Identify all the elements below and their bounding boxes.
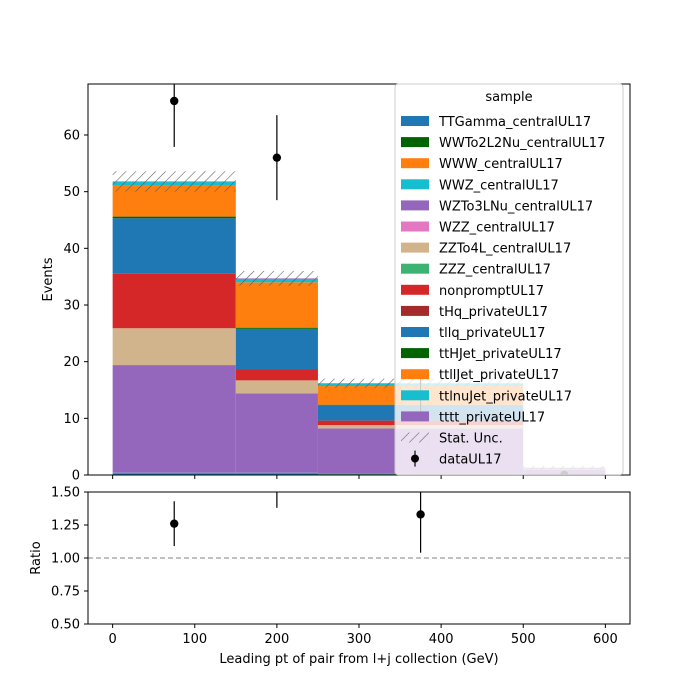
legend-label-8: nonpromptUL17 [439,284,544,299]
legend-label-5: WZZ_centralUL17 [439,221,555,236]
xtick-label-2: 200 [264,632,289,647]
bottom-ytick-label-0: 0.50 [51,618,80,633]
stack-bar-ttHJet_privateUL17-bin-0 [112,216,236,219]
legend-swatch-11 [401,348,429,359]
legend-swatch-12 [401,369,429,380]
stack-bar-tllq_privateUL17-bin-1 [235,328,318,370]
stack-bar-ttHJet_privateUL17-bin-1 [235,327,318,329]
top-ytick-label-1: 10 [63,412,80,427]
stack-bar-nonpromptUL17-bin-0 [112,273,236,329]
legend-swatch-3 [401,179,429,190]
legend-label-11: ttHJet_privateUL17 [439,347,562,362]
xtick-label-0: 0 [108,632,116,647]
bottom-ytick-label-2: 1.00 [51,552,80,567]
stack-bar-WWZ_centralUL17-bin-1 [235,472,318,474]
bottom-y-axis-label: Ratio [29,541,44,574]
legend-swatch-0 [401,116,429,126]
bottom-ytick-label-1: 0.75 [51,585,80,600]
ratio-point-0 [170,519,179,528]
bottom-ytick-label-3: 1.25 [51,519,80,534]
legend-swatch-4 [401,200,429,211]
legend-label-stat-unc: Stat. Unc. [439,432,503,447]
xtick-label-3: 300 [347,632,372,647]
ratio-panel [88,492,630,559]
stack-bar-WZTo3LNu_centralUL17-bin-0 [112,365,236,473]
legend-swatch-14 [401,411,429,422]
top-ytick-label-4: 40 [63,242,80,257]
xtick-label-6: 600 [593,632,618,647]
stack-bar-ZZTo4L_centralUL17-bin-0 [112,328,236,366]
legend-swatch-7 [401,263,429,274]
legend-swatch-10 [401,327,429,337]
axes: 0 10 20 30 40 50 60 0.50 0.75 1.00 1.25 1.50 0 100 200… [29,83,631,667]
stack-bar-ttllJet_privateUL17-bin-1 [235,282,318,328]
stack-bar-WWZ_centralUL17-bin-0 [112,472,236,474]
legend-label-13: ttlnuJet_privateUL17 [439,389,572,404]
legend-swatch-8 [401,284,429,295]
ratio-point-1 [275,492,279,493]
stack-bar-ZZTo4L_centralUL17-bin-1 [235,380,318,394]
legend-label-0: TTGamma_centralUL17 [438,115,591,130]
legend-label-data: dataUL17 [439,453,502,468]
top-y-axis-label: Events [41,257,56,301]
legend-label-7: ZZZ_centralUL17 [439,263,551,278]
xtick-label-5: 500 [511,632,536,647]
data-point-0 [170,96,179,106]
legend-box [394,83,624,476]
legend-label-9: tHq_privateUL17 [439,305,548,320]
bottom-ytick-label-4: 1.50 [51,486,80,501]
legend-swatch-1 [401,137,429,148]
xtick-label-4: 400 [429,632,454,647]
legend-swatch-13 [401,390,429,401]
x-axis-label: Leading pt of pair from l+j collection (… [219,652,498,667]
stack-bar-TTGamma_centralUL17-bin-0 [112,473,236,475]
top-ytick-label-6: 60 [63,129,80,144]
legend-data-marker [411,454,419,463]
legend-label-1: WWTo2L2Nu_centralUL17 [439,136,605,151]
legend-label-6: ZZTo4L_centralUL17 [439,242,571,257]
legend-title: sample [485,90,532,105]
legend-swatch-2 [401,158,429,169]
legend-label-14: tttt_privateUL17 [439,410,545,425]
stat-unc-band-bin-1 [235,271,318,286]
top-ytick-label-3: 30 [63,299,80,314]
legend-label-10: tllq_privateUL17 [439,326,545,341]
legend-swatch-5 [401,221,429,232]
stat-unc-band-bin-0 [112,171,236,192]
legend: sample TTGamma_centralUL17 WWTo2L2Nu_centr… [394,83,624,476]
legend-label-12: ttllJet_privateUL17 [439,368,559,383]
legend-swatch-stat-unc [401,432,429,443]
stack-bar-nonpromptUL17-bin-1 [235,369,318,381]
stack-bar-WWTo2L2Nu_centralUL17-bin-0 [112,473,236,474]
legend-label-3: WWZ_centralUL17 [439,178,559,193]
xtick-label-1: 100 [182,632,207,647]
legend-swatch-9 [401,305,429,316]
stack-bar-tllq_privateUL17-bin-0 [112,218,236,274]
data-point-1 [272,153,282,162]
legend-swatch-6 [401,242,429,253]
top-ytick-label-0: 0 [72,469,80,484]
top-ytick-label-2: 20 [63,355,80,370]
stack-bar-WWTo2L2Nu_centralUL17-bin-1 [235,473,318,474]
stack-bar-WZTo3LNu_centralUL17-bin-1 [235,393,318,473]
stack-bar-TTGamma_centralUL17-bin-1 [235,473,318,475]
legend-label-2: WWW_centralUL17 [439,157,563,172]
legend-label-4: WZTo3LNu_centralUL17 [439,199,593,214]
ratio-point-2 [416,510,425,519]
top-ytick-label-5: 50 [63,185,80,200]
